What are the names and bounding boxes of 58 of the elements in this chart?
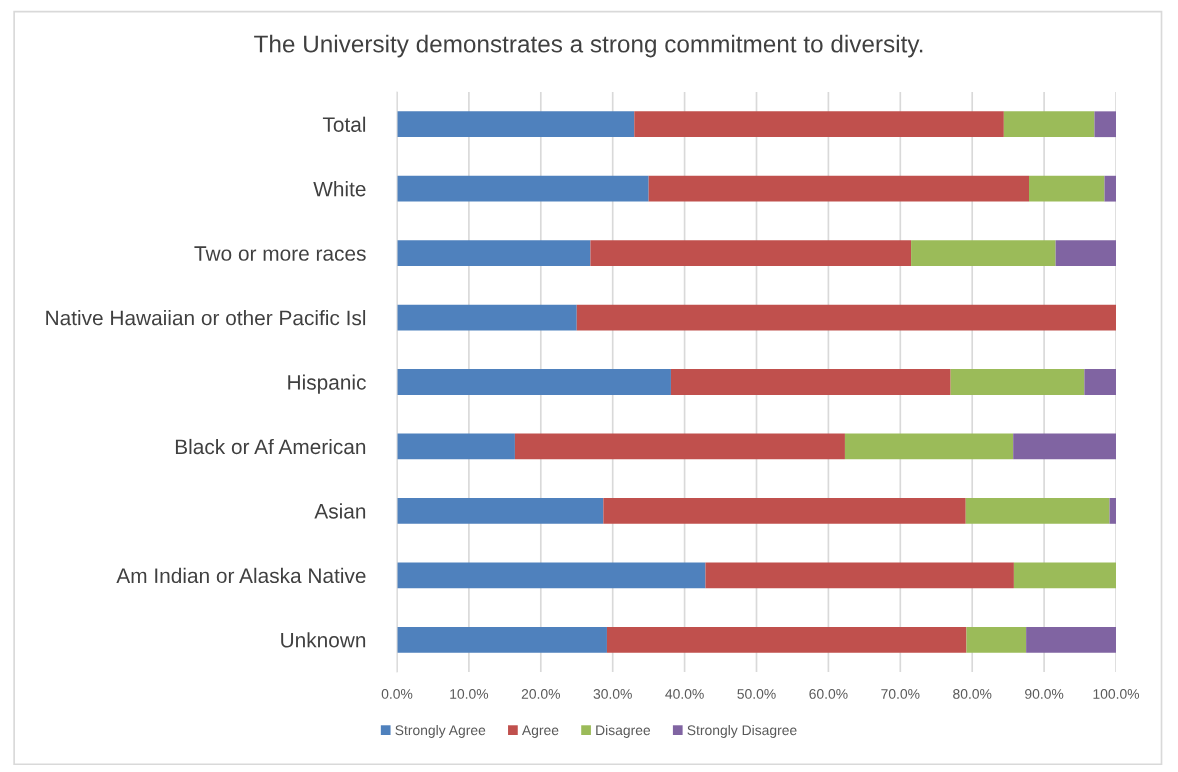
x-tick-label: 70.0% [881,689,920,699]
x-tick-label: 10.0% [450,689,489,699]
bar [965,498,1110,524]
bar [1029,175,1105,202]
y-tick-label: Hispanic [288,374,366,394]
y-tick-label: Am Indian or Alaska Native [116,567,366,584]
bar [648,175,1029,202]
y-tick-label: Two or more races [194,246,366,261]
bar [1109,498,1116,524]
bar [634,111,1004,138]
bar [397,369,671,395]
x-tick-label: 90.0% [1025,689,1064,699]
bar [966,626,1027,653]
chart-title: The University demonstrates a strong commitment to diversity. [254,34,923,58]
y-tick-label: White [313,181,366,197]
bar [950,369,1085,395]
x-tick-label: 60.0% [809,689,848,699]
bar [603,498,966,524]
bar [397,626,607,653]
bar [1026,626,1116,653]
legend-label: Strongly Agree [395,724,486,738]
bar [1003,111,1095,138]
x-tick-label: 30.0% [593,689,632,699]
legend-label: Agree [521,725,559,738]
bar [397,562,706,589]
bar [670,369,951,395]
x-tick-label: 40.0% [665,689,704,699]
y-tick-label: Black or Af American [175,438,366,455]
bar [705,562,1014,589]
bar [397,498,604,524]
y-tick-label: Native Hawaiian or other Pacific Isl [46,310,366,326]
legend-label: Disagree [596,724,651,738]
bar [606,626,967,653]
bar [397,433,515,460]
bar [1013,433,1116,460]
x-tick-label: 100.0% [1093,689,1140,699]
bar [590,240,912,266]
x-tick-label: 20.0% [521,689,560,699]
bar [1084,369,1116,395]
bar [397,240,591,266]
bar [911,240,1056,266]
x-tick-label: 0.0% [381,689,413,699]
y-tick-label: Unknown [281,632,366,648]
y-tick-label: Total [322,116,366,132]
bar [397,111,635,138]
x-tick-label: 80.0% [953,689,992,699]
bar [1104,175,1116,202]
bar [1013,562,1116,589]
bar [1094,111,1116,138]
y-tick-label: Asian [314,503,366,519]
bar [844,433,1014,460]
bar [397,304,577,331]
bar [576,304,1116,331]
x-tick-label: 50.0% [737,689,776,699]
legend-label: Strongly Disagree [687,724,797,738]
bar [397,175,649,202]
bar [514,433,845,460]
bar [1055,240,1116,266]
